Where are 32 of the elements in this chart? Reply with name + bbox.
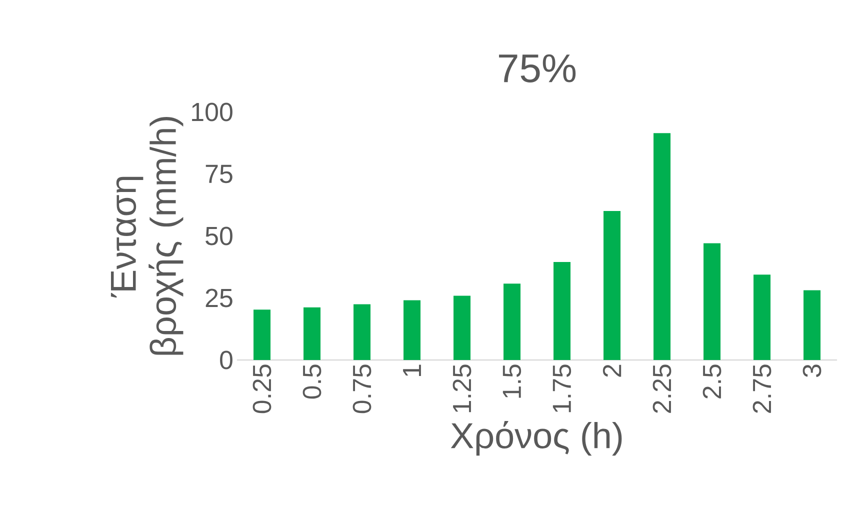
x-tick-label: 0.25	[252, 364, 272, 414]
x-tick-label: 1	[403, 364, 421, 376]
chart-title: 75%	[499, 54, 576, 82]
bar	[304, 307, 320, 360]
bar	[654, 133, 671, 360]
x-axis-title: Χρόνος (h)	[450, 421, 622, 456]
bar	[754, 274, 771, 360]
x-tick-label: 1.5	[502, 364, 522, 398]
bar	[804, 290, 821, 360]
x-tick-label: 2	[602, 364, 622, 377]
y-tick-label: 100	[192, 102, 232, 122]
x-tick-label: 2.25	[652, 364, 672, 413]
bar	[454, 296, 471, 360]
bar	[404, 300, 421, 360]
bar	[254, 310, 271, 360]
bar	[604, 210, 621, 360]
x-tick-label: 0.5	[302, 364, 322, 399]
x-tick-label: 1.75	[552, 364, 572, 412]
y-axis-title: Ένταση βροχής (mm/h)	[110, 117, 184, 355]
bar	[554, 262, 571, 360]
y-tick-label: 25	[206, 288, 232, 308]
x-tick-label: 2.75	[752, 364, 772, 413]
x-tick-label: 1.25	[452, 364, 472, 412]
y-tick-label: 50	[206, 226, 232, 246]
x-tick-label: 3	[802, 364, 822, 378]
bar	[704, 243, 721, 360]
y-tick-label: 0	[220, 350, 232, 370]
y-tick-label: 75	[206, 164, 232, 184]
x-tick-label: 0.75	[352, 364, 372, 414]
bar	[504, 284, 521, 360]
bar	[354, 304, 370, 360]
x-tick-label: 2.5	[702, 364, 722, 398]
